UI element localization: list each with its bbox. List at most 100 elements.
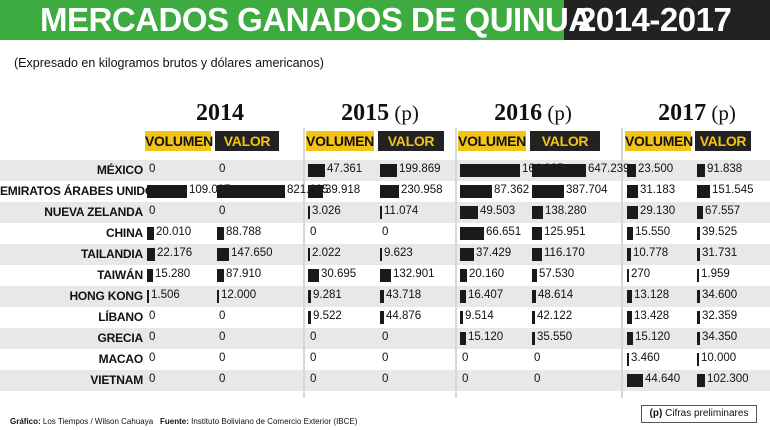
volume-bar — [627, 164, 636, 177]
value-value: 48.614 — [538, 289, 574, 301]
value-value: 32.359 — [702, 310, 738, 322]
value-bar — [697, 164, 705, 177]
volume-bar — [460, 269, 467, 282]
volume-value: 22.176 — [157, 247, 193, 259]
value-value: 11.074 — [384, 205, 419, 217]
value-value: 0 — [382, 226, 389, 238]
value-value: 0 — [219, 205, 226, 217]
value-column-label: VALOR — [695, 131, 751, 151]
volume-value: 66.651 — [486, 226, 522, 238]
column-divider-1 — [303, 128, 305, 398]
value-bar — [697, 290, 700, 303]
volume-value: 29.130 — [640, 205, 676, 217]
value-bar — [697, 269, 699, 282]
volume-bar — [460, 185, 492, 198]
volume-bar — [460, 206, 478, 219]
volume-value: 39.918 — [325, 184, 361, 196]
volume-bar — [460, 332, 466, 345]
volume-bar — [460, 164, 520, 177]
value-bar — [532, 269, 537, 282]
value-value: 0 — [219, 163, 226, 175]
volume-column-label: VOLUMEN — [458, 131, 526, 151]
value-bar — [217, 227, 224, 240]
title-dark-band — [564, 0, 770, 40]
value-bar — [217, 290, 219, 303]
value-bar — [697, 311, 700, 324]
country-label: HONG KONG — [69, 289, 143, 303]
volume-value: 30.695 — [321, 268, 357, 280]
value-value: 151.545 — [712, 184, 754, 196]
value-bar — [217, 269, 224, 282]
footer-source: Fuente: Instituto Boliviano de Comercio … — [160, 417, 357, 426]
value-value: 35.550 — [537, 331, 573, 343]
volume-value: 31.183 — [640, 184, 676, 196]
row-stripe-7 — [0, 286, 770, 307]
value-bar — [532, 311, 535, 324]
volume-value: 9.522 — [313, 310, 342, 322]
year-number: 2017 — [658, 100, 707, 126]
volume-value: 13.128 — [634, 289, 670, 301]
volume-bar — [627, 248, 631, 261]
country-label: GRECIA — [97, 331, 144, 345]
value-value: 31.731 — [702, 247, 738, 259]
value-value: 42.122 — [537, 310, 573, 322]
year-heading-2014: 2014 — [145, 100, 295, 126]
volume-column-label: VOLUMEN — [306, 131, 374, 151]
value-value: 0 — [219, 373, 226, 385]
value-value: 0 — [382, 352, 389, 364]
volume-value: 49.503 — [480, 205, 516, 217]
column-divider-2 — [455, 128, 457, 398]
value-value: 0 — [382, 373, 389, 385]
volume-bar — [627, 290, 632, 303]
value-bar — [380, 269, 391, 282]
country-label: VIETNAM — [90, 373, 143, 387]
value-value: 230.958 — [401, 184, 443, 196]
footnote-text: Cifras preliminares — [665, 408, 749, 419]
volume-value: 0 — [149, 352, 156, 364]
volume-value: 47.361 — [327, 163, 363, 175]
chart-subtitle: (Expresado en kilogramos brutos y dólare… — [14, 56, 324, 70]
year-suffix: (p) — [389, 101, 419, 125]
volume-bar — [627, 374, 643, 387]
value-value: 102.300 — [707, 373, 749, 385]
value-bar — [380, 206, 382, 219]
value-bar — [380, 248, 382, 261]
value-column-label: VALOR — [378, 131, 444, 151]
row-stripe-11 — [0, 370, 770, 391]
value-bar — [380, 185, 399, 198]
value-value: 387.704 — [566, 184, 608, 196]
volume-value: 0 — [310, 226, 317, 238]
year-heading-2015: 2015 (p) — [305, 100, 455, 126]
value-value: 0 — [534, 352, 541, 364]
volume-value: 15.120 — [635, 331, 671, 343]
volume-bar — [460, 227, 484, 240]
value-bar — [697, 353, 699, 366]
footer-credit-label: Gráfico: — [10, 417, 41, 426]
volume-value: 10.778 — [633, 247, 669, 259]
volume-value: 0 — [149, 373, 156, 385]
volume-bar — [147, 227, 154, 240]
title-green-band — [0, 0, 564, 40]
value-bar — [697, 206, 703, 219]
value-value: 34.600 — [702, 289, 738, 301]
chart-title: MERCADOS GANADOS DE QUINUA — [40, 1, 592, 38]
value-bar — [380, 290, 384, 303]
year-suffix: (p) — [706, 101, 736, 125]
volume-bar — [147, 185, 187, 198]
volume-bar — [308, 164, 325, 177]
value-value: 39.525 — [702, 226, 738, 238]
year-number: 2016 — [494, 100, 543, 126]
volume-bar — [308, 269, 319, 282]
volume-value: 44.640 — [645, 373, 681, 385]
value-bar — [380, 311, 384, 324]
volume-bar — [627, 269, 629, 282]
footer-credit: Gráfico: Los Tiempos / Wilson Cahuaya — [10, 417, 153, 426]
volume-bar — [627, 311, 632, 324]
volume-value: 15.120 — [468, 331, 504, 343]
row-stripe-3 — [0, 202, 770, 223]
volume-bar — [627, 353, 629, 366]
value-value: 91.838 — [707, 163, 743, 175]
volume-bar — [147, 248, 155, 261]
volume-value: 0 — [462, 352, 469, 364]
volume-value: 9.281 — [313, 289, 342, 301]
